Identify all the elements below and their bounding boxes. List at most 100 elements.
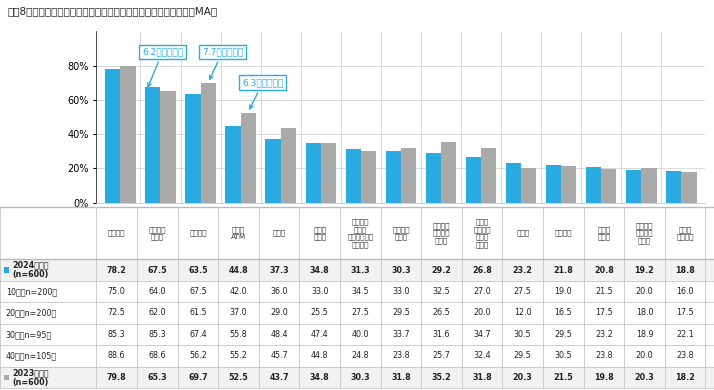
Bar xyxy=(401,148,416,203)
Text: 19.8: 19.8 xyxy=(594,373,614,382)
Bar xyxy=(346,149,361,203)
Bar xyxy=(161,91,176,203)
Text: 88.6: 88.6 xyxy=(108,351,126,360)
Bar xyxy=(426,153,441,203)
Text: 85.3: 85.3 xyxy=(149,330,166,339)
Text: 44.8: 44.8 xyxy=(228,266,248,275)
Bar xyxy=(361,151,376,203)
Text: 16.5: 16.5 xyxy=(555,308,572,317)
Text: 7.7ポイント減: 7.7ポイント減 xyxy=(202,47,243,79)
Text: 40代（n=105）: 40代（n=105） xyxy=(6,351,57,360)
Text: 18.8: 18.8 xyxy=(675,266,695,275)
Text: 19.0: 19.0 xyxy=(555,287,572,296)
Text: 広い公園: 広い公園 xyxy=(555,230,572,236)
Text: 63.5: 63.5 xyxy=(188,266,208,275)
Text: 34.5: 34.5 xyxy=(351,287,369,296)
Text: 43.7: 43.7 xyxy=(269,373,289,382)
Bar xyxy=(586,167,601,203)
Bar xyxy=(121,66,136,203)
Text: 52.5: 52.5 xyxy=(228,373,248,382)
Text: 21.5: 21.5 xyxy=(553,373,573,382)
Text: 25.5: 25.5 xyxy=(311,308,328,317)
Text: 6.3ポイント減: 6.3ポイント減 xyxy=(242,78,283,109)
Text: 16.0: 16.0 xyxy=(676,287,694,296)
Text: 45.7: 45.7 xyxy=(270,351,288,360)
Text: 26.8: 26.8 xyxy=(472,266,492,275)
Bar xyxy=(521,168,536,203)
Bar xyxy=(186,94,201,203)
Text: 6.2ポイント減: 6.2ポイント減 xyxy=(142,47,183,87)
Bar xyxy=(241,113,256,203)
Text: 29.5: 29.5 xyxy=(514,351,532,360)
Text: 18.0: 18.0 xyxy=(635,308,653,317)
Text: テイク
アウトが
できる
飲食店: テイク アウトが できる 飲食店 xyxy=(473,218,491,248)
Text: 67.5: 67.5 xyxy=(148,266,167,275)
Text: 23.8: 23.8 xyxy=(392,351,410,360)
Text: 20.0: 20.0 xyxy=(473,308,491,317)
Text: 20.0: 20.0 xyxy=(635,287,653,296)
Text: 55.2: 55.2 xyxy=(230,351,248,360)
Text: 2023年全体
(n=600): 2023年全体 (n=600) xyxy=(13,368,49,386)
Text: 郵便局: 郵便局 xyxy=(273,230,286,236)
Text: 35.2: 35.2 xyxy=(432,373,451,382)
Text: 29.2: 29.2 xyxy=(431,266,451,275)
Text: 32.4: 32.4 xyxy=(473,351,491,360)
Text: スーパー: スーパー xyxy=(108,230,126,236)
Text: 75.0: 75.0 xyxy=(108,287,126,296)
Text: 78.2: 78.2 xyxy=(107,266,126,275)
Text: 30.3: 30.3 xyxy=(351,373,370,382)
Text: 18.9: 18.9 xyxy=(635,330,653,339)
Bar xyxy=(266,139,281,203)
Bar xyxy=(105,69,121,203)
Text: 29.0: 29.0 xyxy=(270,308,288,317)
Text: 34.8: 34.8 xyxy=(310,266,330,275)
Text: 31.8: 31.8 xyxy=(391,373,411,382)
Text: 29.5: 29.5 xyxy=(392,308,410,317)
Text: ［図8］家の周辺環境について、あって欲しいと思う施設や場所（MA）: ［図8］家の周辺環境について、あって欲しいと思う施設や場所（MA） xyxy=(7,6,217,16)
Text: クリー
ニング店: クリー ニング店 xyxy=(676,226,694,240)
Text: 20.8: 20.8 xyxy=(594,266,614,275)
Text: 65.3: 65.3 xyxy=(148,373,167,382)
Text: 20.3: 20.3 xyxy=(635,373,655,382)
Text: 55.8: 55.8 xyxy=(230,330,247,339)
Text: 21.8: 21.8 xyxy=(553,266,573,275)
Text: 30.5: 30.5 xyxy=(514,330,531,339)
Text: 42.0: 42.0 xyxy=(230,287,247,296)
Text: 47.4: 47.4 xyxy=(311,330,328,339)
Text: 69.7: 69.7 xyxy=(188,373,208,382)
Text: 37.0: 37.0 xyxy=(230,308,247,317)
Bar xyxy=(201,83,216,203)
Text: 20.0: 20.0 xyxy=(635,351,653,360)
Text: 79.8: 79.8 xyxy=(107,373,126,382)
Text: 病院・
診療所: 病院・ 診療所 xyxy=(313,226,326,240)
Text: 30.5: 30.5 xyxy=(555,351,572,360)
Bar xyxy=(386,151,401,203)
Bar xyxy=(601,169,616,203)
Text: 22.1: 22.1 xyxy=(676,330,694,339)
Text: 19.2: 19.2 xyxy=(635,266,655,275)
Bar xyxy=(481,148,496,203)
Text: 33.0: 33.0 xyxy=(392,287,410,296)
Text: 21.5: 21.5 xyxy=(595,287,613,296)
Text: 31.3: 31.3 xyxy=(351,266,370,275)
Text: 17.5: 17.5 xyxy=(676,308,694,317)
Text: 26.5: 26.5 xyxy=(433,308,451,317)
Text: ドラッグ
ストア: ドラッグ ストア xyxy=(149,226,166,240)
Text: 72.5: 72.5 xyxy=(108,308,126,317)
Text: 10代（n=200）: 10代（n=200） xyxy=(6,287,57,296)
Text: 36.0: 36.0 xyxy=(271,287,288,296)
Text: 夜間営業
している
飲食店: 夜間営業 している 飲食店 xyxy=(635,222,653,244)
Bar xyxy=(145,87,161,203)
Text: 40.0: 40.0 xyxy=(351,330,369,339)
Text: 56.2: 56.2 xyxy=(189,351,207,360)
Text: 48.4: 48.4 xyxy=(271,330,288,339)
Text: 銭湯・
サウナ: 銭湯・ サウナ xyxy=(598,226,610,240)
Bar xyxy=(506,163,521,203)
Bar xyxy=(281,128,296,203)
Text: 33.0: 33.0 xyxy=(311,287,328,296)
Bar xyxy=(681,172,697,203)
Text: カフェ・
喫茶店: カフェ・ 喫茶店 xyxy=(392,226,410,240)
Text: 銀行・
ATM: 銀行・ ATM xyxy=(231,226,246,240)
Text: 29.5: 29.5 xyxy=(554,330,572,339)
Text: 30.3: 30.3 xyxy=(391,266,411,275)
